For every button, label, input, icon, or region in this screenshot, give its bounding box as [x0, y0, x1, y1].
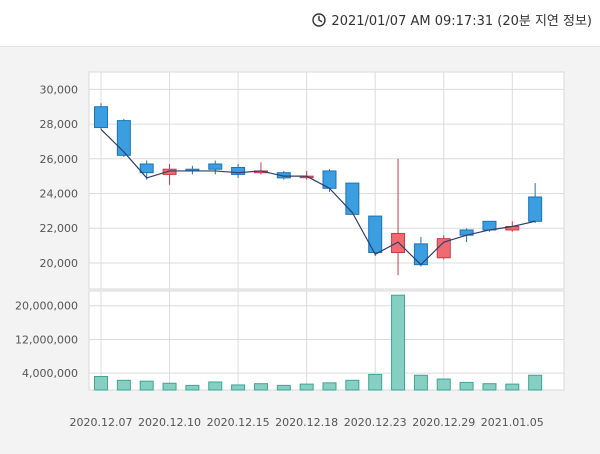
- closing-price-line: [100, 128, 536, 266]
- volume-bar: [391, 294, 406, 391]
- volume-bar: [436, 378, 451, 391]
- price-tick-label: 26,000: [40, 153, 79, 166]
- candle-up: [391, 158, 406, 276]
- candle-body: [345, 182, 360, 215]
- timestamp-text: 2021/01/07 AM 09:17:31 (20분 지연 정보): [331, 14, 592, 29]
- volume-bar: [208, 381, 223, 391]
- x-axis-date-label: 2020.12.15: [207, 416, 270, 429]
- x-axis-date-label: 2020.12.29: [412, 416, 475, 429]
- candle-body: [139, 163, 154, 174]
- candle-down: [208, 160, 223, 175]
- volume-bar: [139, 380, 154, 391]
- candle-body: [368, 215, 383, 254]
- candle-body: [162, 168, 177, 175]
- candle-down: [413, 236, 428, 267]
- volume-tick-label: 20,000,000: [15, 300, 78, 313]
- price-tick-label: 28,000: [40, 118, 79, 131]
- stock-chart: 20,000 22,000 24,000 26,000 28,000 30,000 4,0…: [15, 71, 565, 429]
- volume-bar: [368, 373, 383, 391]
- candle-body: [231, 166, 246, 175]
- volume-bar: [345, 379, 360, 391]
- volume-tick-label: 12,000,000: [15, 333, 78, 346]
- volume-bar: [322, 382, 337, 391]
- candle-down: [139, 160, 154, 180]
- price-tick-label: 24,000: [40, 188, 79, 201]
- candle-body: [208, 163, 223, 170]
- price-tick-label: 20,000: [40, 257, 79, 270]
- candle-body: [482, 220, 497, 231]
- clock-icon: [312, 12, 327, 27]
- candle-body: [391, 232, 406, 254]
- price-tick-label: 30,000: [40, 83, 79, 96]
- price-plot-area: [88, 71, 565, 290]
- volume-bar: [116, 379, 131, 391]
- timestamp: 2021/01/07 AM 09:17:31 (20분 지연 정보): [312, 10, 592, 29]
- candle-body: [528, 196, 543, 222]
- candle-body: [116, 120, 131, 156]
- volume-bar: [505, 383, 520, 391]
- volume-bar: [276, 384, 291, 391]
- candle-down: [345, 182, 360, 215]
- candle-body: [94, 106, 108, 129]
- x-axis-date-label: 2020.12.23: [344, 416, 407, 429]
- candle-down: [116, 118, 131, 158]
- candle-down: [368, 215, 383, 257]
- candle-body: [413, 243, 428, 266]
- price-tick-label: 22,000: [40, 222, 79, 235]
- x-axis-date-label: 2021.01.05: [481, 416, 544, 429]
- x-axis-date-label: 2020.12.18: [275, 416, 338, 429]
- volume-bar: [299, 383, 314, 391]
- volume-bar: [528, 374, 543, 391]
- volume-bar: [413, 374, 428, 391]
- volume-bar: [162, 382, 177, 391]
- x-axis-date-label: 2020.12.07: [70, 416, 133, 429]
- volume-bar: [231, 384, 246, 391]
- candle-down: [231, 164, 246, 178]
- volume-bar: [459, 381, 474, 391]
- header: 2021/01/07 AM 09:17:31 (20분 지연 정보): [0, 0, 600, 46]
- volume-tick-label: 4,000,000: [22, 367, 78, 380]
- volume-bar: [253, 383, 268, 391]
- volume-bar: [185, 384, 200, 391]
- x-axis-date-label: 2020.12.10: [138, 416, 201, 429]
- volume-bar: [482, 383, 497, 391]
- candle-up: [162, 164, 177, 185]
- chart-panel: 20,000 22,000 24,000 26,000 28,000 30,000 4,0…: [0, 46, 600, 454]
- volume-bar: [94, 376, 108, 391]
- candle-down: [94, 103, 108, 130]
